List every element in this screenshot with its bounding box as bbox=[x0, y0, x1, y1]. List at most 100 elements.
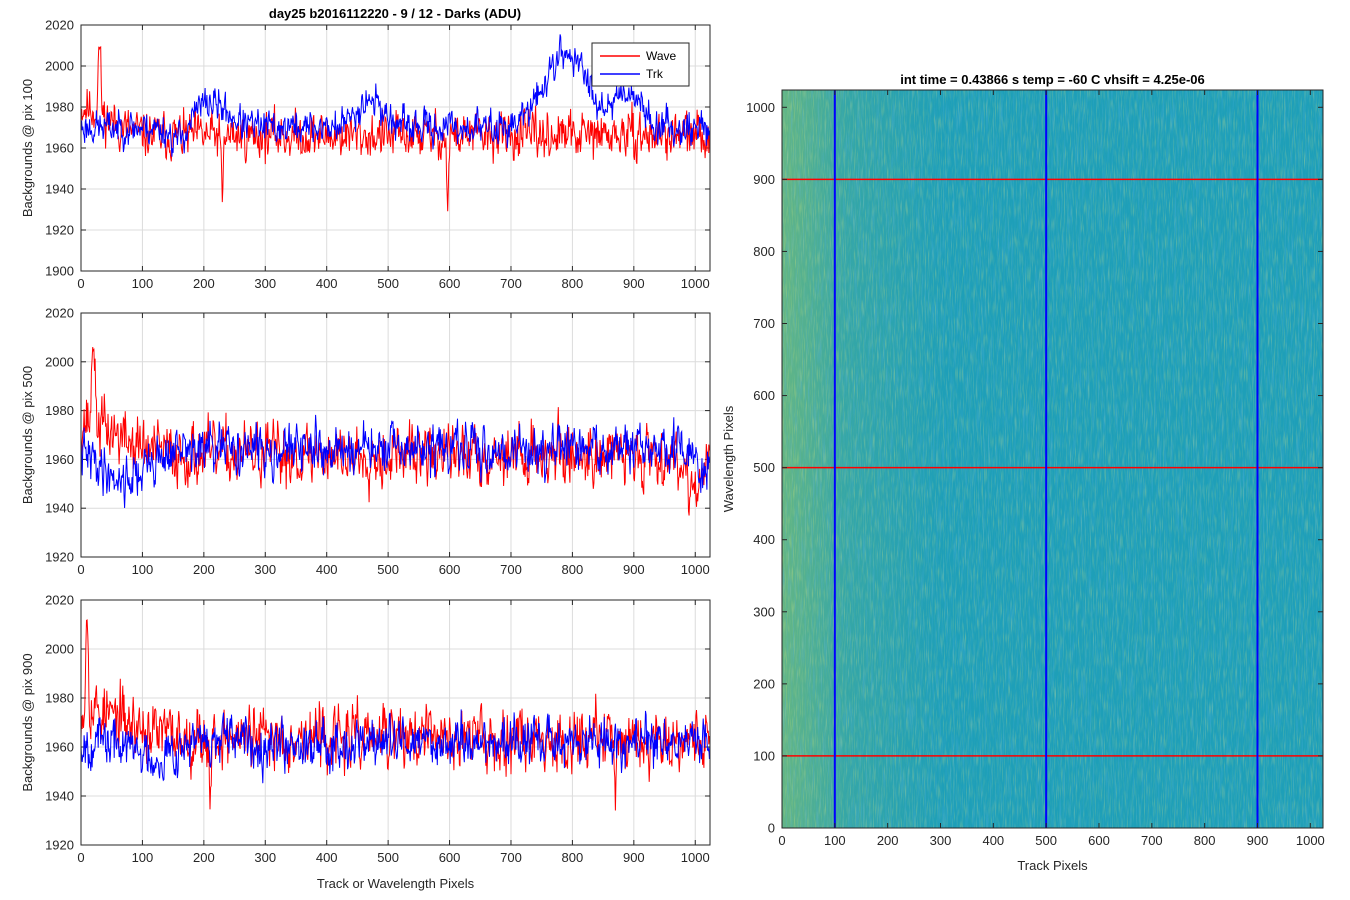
x-tick-label: 1000 bbox=[681, 276, 710, 291]
legend-box bbox=[591, 42, 690, 87]
x-tick-label: 200 bbox=[193, 562, 215, 577]
plot-pix-500: 0 100 200 300 400 500 600 700 800 900 1000 1920 1940… bbox=[20, 306, 711, 577]
x-tick-label: 400 bbox=[316, 562, 338, 577]
y-tick-label: 1980 bbox=[45, 691, 74, 706]
y-tick-label: 600 bbox=[753, 388, 775, 403]
x-tick-label: 500 bbox=[377, 276, 399, 291]
x-tick-label: 100 bbox=[132, 276, 154, 291]
x-tick-label: 500 bbox=[1035, 833, 1057, 848]
x-tick-label: 300 bbox=[254, 562, 276, 577]
y-tick-label: 1920 bbox=[45, 838, 74, 853]
x-tick-label: 200 bbox=[193, 276, 215, 291]
x-tick-label: 600 bbox=[439, 276, 461, 291]
x-tick-label: 1000 bbox=[681, 850, 710, 865]
plot-area bbox=[81, 313, 710, 557]
y-tick-label: 1960 bbox=[45, 452, 74, 467]
y-tick-label: 1960 bbox=[45, 740, 74, 755]
plot-pix-900: 0 100 200 300 400 500 600 700 800 900 1000 1920 1940… bbox=[20, 593, 711, 891]
x-tick-label: 700 bbox=[500, 562, 522, 577]
heatmap-texture-bright bbox=[782, 90, 1323, 828]
x-tick-label: 900 bbox=[623, 850, 645, 865]
x-tick-label: 0 bbox=[77, 276, 84, 291]
heatmap-plot: 0 100 200 300 400 500 600 700 800 900 1000 0 100 200 3… bbox=[721, 72, 1325, 873]
x-tick-label: 200 bbox=[877, 833, 899, 848]
x-tick-label: 300 bbox=[254, 276, 276, 291]
y-tick-label: 2000 bbox=[45, 59, 74, 74]
axes-box bbox=[80, 24, 711, 272]
legend-label-wave: Wave bbox=[646, 49, 677, 63]
x-axis-label: Track Pixels bbox=[1017, 858, 1088, 873]
x-axis-label: Track or Wavelength Pixels bbox=[317, 876, 475, 891]
legend: Wave Trk bbox=[591, 42, 690, 87]
x-tick-label: 800 bbox=[562, 562, 584, 577]
x-tick-label: 0 bbox=[778, 833, 785, 848]
y-axis-label: Backgrounds @ pix 500 bbox=[20, 366, 35, 504]
y-tick-label: 700 bbox=[753, 316, 775, 331]
x-tick-label: 500 bbox=[377, 562, 399, 577]
axes-box bbox=[80, 312, 711, 558]
x-tick-label: 400 bbox=[982, 833, 1004, 848]
y-tick-label: 1940 bbox=[45, 789, 74, 804]
y-tick-label: 1000 bbox=[746, 100, 775, 115]
y-tick-label: 300 bbox=[753, 604, 775, 619]
y-tick-label: 1900 bbox=[45, 264, 74, 279]
y-axis-label: Backgrounds @ pix 900 bbox=[20, 653, 35, 791]
series-line-trk bbox=[81, 709, 710, 784]
plot-area bbox=[81, 600, 710, 845]
y-tick-label: 1940 bbox=[45, 182, 74, 197]
x-tick-label: 600 bbox=[439, 562, 461, 577]
heatmap-axes-box bbox=[781, 89, 1324, 829]
x-tick-label: 900 bbox=[1247, 833, 1269, 848]
y-tick-label: 1920 bbox=[45, 550, 74, 565]
plot-pix-100: 0 100 200 300 400 500 600 700 800 900 1000 1900 1920… bbox=[20, 18, 711, 291]
y-tick-label: 200 bbox=[753, 676, 775, 691]
x-tick-label: 800 bbox=[562, 276, 584, 291]
y-tick-label: 2020 bbox=[45, 18, 74, 33]
heatmap-title: int time = 0.43866 s temp = -60 C vhsift… bbox=[900, 72, 1205, 87]
x-tick-label: 1000 bbox=[1296, 833, 1325, 848]
x-tick-label: 0 bbox=[77, 850, 84, 865]
y-axis-label: Wavelength Pixels bbox=[721, 405, 736, 512]
y-tick-label: 0 bbox=[768, 821, 775, 836]
x-tick-label: 400 bbox=[316, 276, 338, 291]
x-tick-label: 900 bbox=[623, 276, 645, 291]
x-tick-label: 0 bbox=[77, 562, 84, 577]
y-tick-label: 900 bbox=[753, 172, 775, 187]
x-tick-label: 400 bbox=[316, 850, 338, 865]
x-tick-label: 1000 bbox=[681, 562, 710, 577]
y-tick-label: 1940 bbox=[45, 501, 74, 516]
x-tick-label: 500 bbox=[377, 850, 399, 865]
figure-title: day25 b2016112220 - 9 / 12 - Darks (ADU) bbox=[269, 6, 521, 21]
y-tick-label: 500 bbox=[753, 460, 775, 475]
series-line-trk bbox=[81, 34, 710, 157]
x-tick-label: 300 bbox=[254, 850, 276, 865]
y-tick-label: 1960 bbox=[45, 141, 74, 156]
x-tick-label: 700 bbox=[500, 850, 522, 865]
y-tick-label: 400 bbox=[753, 532, 775, 547]
axes-box bbox=[80, 599, 711, 846]
x-tick-label: 800 bbox=[1194, 833, 1216, 848]
y-tick-label: 1980 bbox=[45, 403, 74, 418]
x-tick-label: 700 bbox=[500, 276, 522, 291]
x-tick-label: 800 bbox=[562, 850, 584, 865]
x-tick-label: 100 bbox=[132, 562, 154, 577]
x-tick-label: 900 bbox=[623, 562, 645, 577]
x-tick-label: 700 bbox=[1141, 833, 1163, 848]
x-tick-label: 300 bbox=[930, 833, 952, 848]
x-tick-label: 200 bbox=[193, 850, 215, 865]
y-tick-label: 1980 bbox=[45, 100, 74, 115]
y-tick-label: 2000 bbox=[45, 642, 74, 657]
y-tick-label: 2020 bbox=[45, 306, 74, 321]
x-tick-label: 600 bbox=[1088, 833, 1110, 848]
y-tick-label: 1920 bbox=[45, 223, 74, 238]
x-tick-label: 600 bbox=[439, 850, 461, 865]
y-tick-label: 2020 bbox=[45, 593, 74, 608]
x-tick-label: 100 bbox=[824, 833, 846, 848]
y-tick-label: 800 bbox=[753, 244, 775, 259]
series-line-trk bbox=[81, 414, 710, 509]
y-tick-label: 100 bbox=[753, 748, 775, 763]
y-axis-label: Backgrounds @ pix 100 bbox=[20, 79, 35, 217]
x-tick-label: 100 bbox=[132, 850, 154, 865]
y-tick-label: 2000 bbox=[45, 354, 74, 369]
